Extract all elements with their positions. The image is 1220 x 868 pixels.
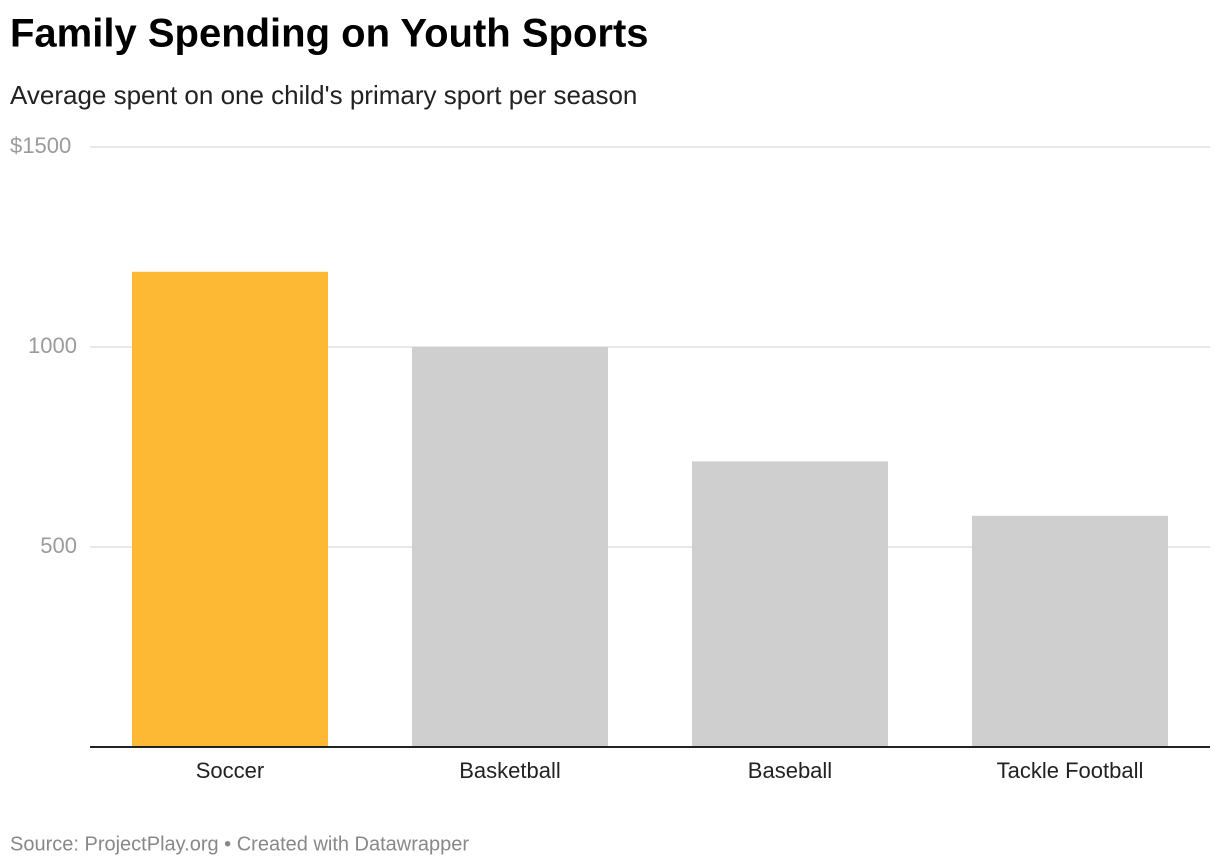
y-tick-label: $1500 — [10, 133, 71, 158]
y-tick-label: 500 — [40, 533, 77, 558]
chart-title: Family Spending on Youth Sports — [10, 12, 649, 56]
chart-subtitle: Average spent on one child's primary spo… — [10, 80, 637, 110]
bar — [412, 347, 608, 747]
x-tick-label: Tackle Football — [997, 758, 1144, 783]
source-note: Source: ProjectPlay.org • Created with D… — [10, 833, 469, 855]
x-tick-label: Basketball — [459, 758, 561, 783]
x-tick-label: Soccer — [196, 758, 264, 783]
x-tick-label: Baseball — [748, 758, 832, 783]
y-tick-label: 1000 — [28, 333, 77, 358]
bar — [692, 461, 888, 747]
bar — [132, 271, 328, 747]
bar — [972, 515, 1168, 747]
